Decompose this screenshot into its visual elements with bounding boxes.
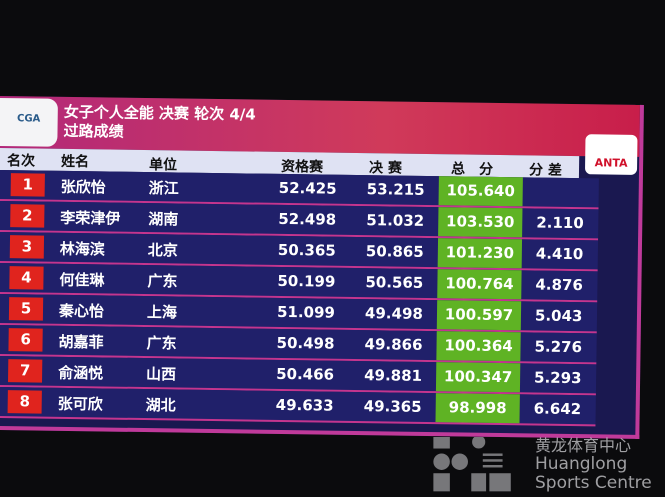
qual-score: 49.633 [275,395,334,415]
score-diff: 5.043 [534,306,583,326]
final-score: 50.865 [365,242,424,261]
score-diff: 4.876 [535,275,583,295]
athlete-name: 胡嘉菲 [58,332,104,352]
score-diff: 5.276 [534,337,583,357]
final-score: 49.498 [364,304,424,323]
title-block: 女子个人全能 决赛 轮次 4/4 过路成绩 [63,103,256,144]
logo-text: CGA [16,113,41,125]
total-score: 100.364 [436,331,521,362]
watermark-zh: 黄龙体育中心 [535,436,632,455]
qual-score: 50.199 [277,271,336,291]
qual-score: 50.498 [276,333,335,353]
cga-logo: CGA [0,97,58,147]
score-diff: 6.642 [533,399,582,419]
venue-watermark: 黄龙体育中心 Huanglong Sports Centre [425,435,652,497]
athlete-name: 秦心怡 [58,301,105,321]
scoreboard-screen: CGA 女子个人全能 决赛 轮次 4/4 过路成绩 名次 姓名 单位 资格赛 决… [0,96,644,439]
rank-badge: 4 [9,266,44,290]
qual-score: 52.498 [278,209,337,229]
athlete-name: 俞涵悦 [58,363,104,383]
col-rank: 名次 [6,153,36,170]
athlete-name: 张欣怡 [60,177,106,197]
rank-badge: 2 [10,204,45,228]
athlete-unit: 上海 [146,303,178,322]
athlete-unit: 湖北 [145,396,176,415]
anta-logo: ANTA [584,134,638,175]
athlete-unit: 北京 [147,241,179,260]
total-score: 101.230 [437,238,523,269]
score-diff: 2.110 [536,213,584,233]
total-score: 105.640 [438,176,523,207]
watermark-en-2: Sports Centre [535,473,652,493]
athlete-unit: 广东 [146,334,177,353]
watermark-en-1: Huanglong [535,454,628,474]
rank-badge: 8 [7,390,42,414]
athlete-unit: 浙江 [148,179,179,198]
qual-score: 50.466 [276,364,335,384]
rank-badge: 3 [9,235,45,259]
col-name: 姓名 [60,153,90,171]
rank-badge: 1 [10,173,45,197]
athlete-name: 何佳琳 [59,270,105,290]
venue-logo-icon [433,435,511,492]
score-diff: 5.293 [533,368,582,388]
qual-score: 50.365 [277,240,336,260]
total-score: 103.530 [438,207,523,238]
final-score: 51.032 [366,211,425,230]
qual-score: 52.425 [278,178,337,198]
rank-badge: 7 [8,359,43,383]
total-score: 100.597 [436,300,522,331]
rank-badge: 6 [8,328,43,352]
total-score: 100.347 [435,362,521,393]
rank-badge: 5 [8,297,44,321]
total-score: 100.764 [437,269,522,300]
score-diff: 4.410 [535,244,584,264]
final-score: 49.365 [363,397,422,416]
athlete-name: 林海滨 [59,239,106,259]
athlete-unit: 广东 [147,272,178,291]
final-score: 49.881 [364,366,423,385]
athlete-name: 张可欣 [57,394,103,414]
final-score: 53.215 [366,180,425,199]
athlete-unit: 山西 [146,365,177,384]
final-score: 49.866 [364,335,423,354]
athlete-name: 李荣津伊 [60,208,121,228]
header-bar: CGA 女子个人全能 决赛 轮次 4/4 过路成绩 [0,96,640,157]
final-score: 50.565 [365,273,424,292]
qual-score: 51.099 [276,302,336,322]
athlete-unit: 湖南 [148,210,179,229]
total-score: 98.998 [435,393,520,424]
event-subtitle: 过路成绩 [63,121,124,141]
